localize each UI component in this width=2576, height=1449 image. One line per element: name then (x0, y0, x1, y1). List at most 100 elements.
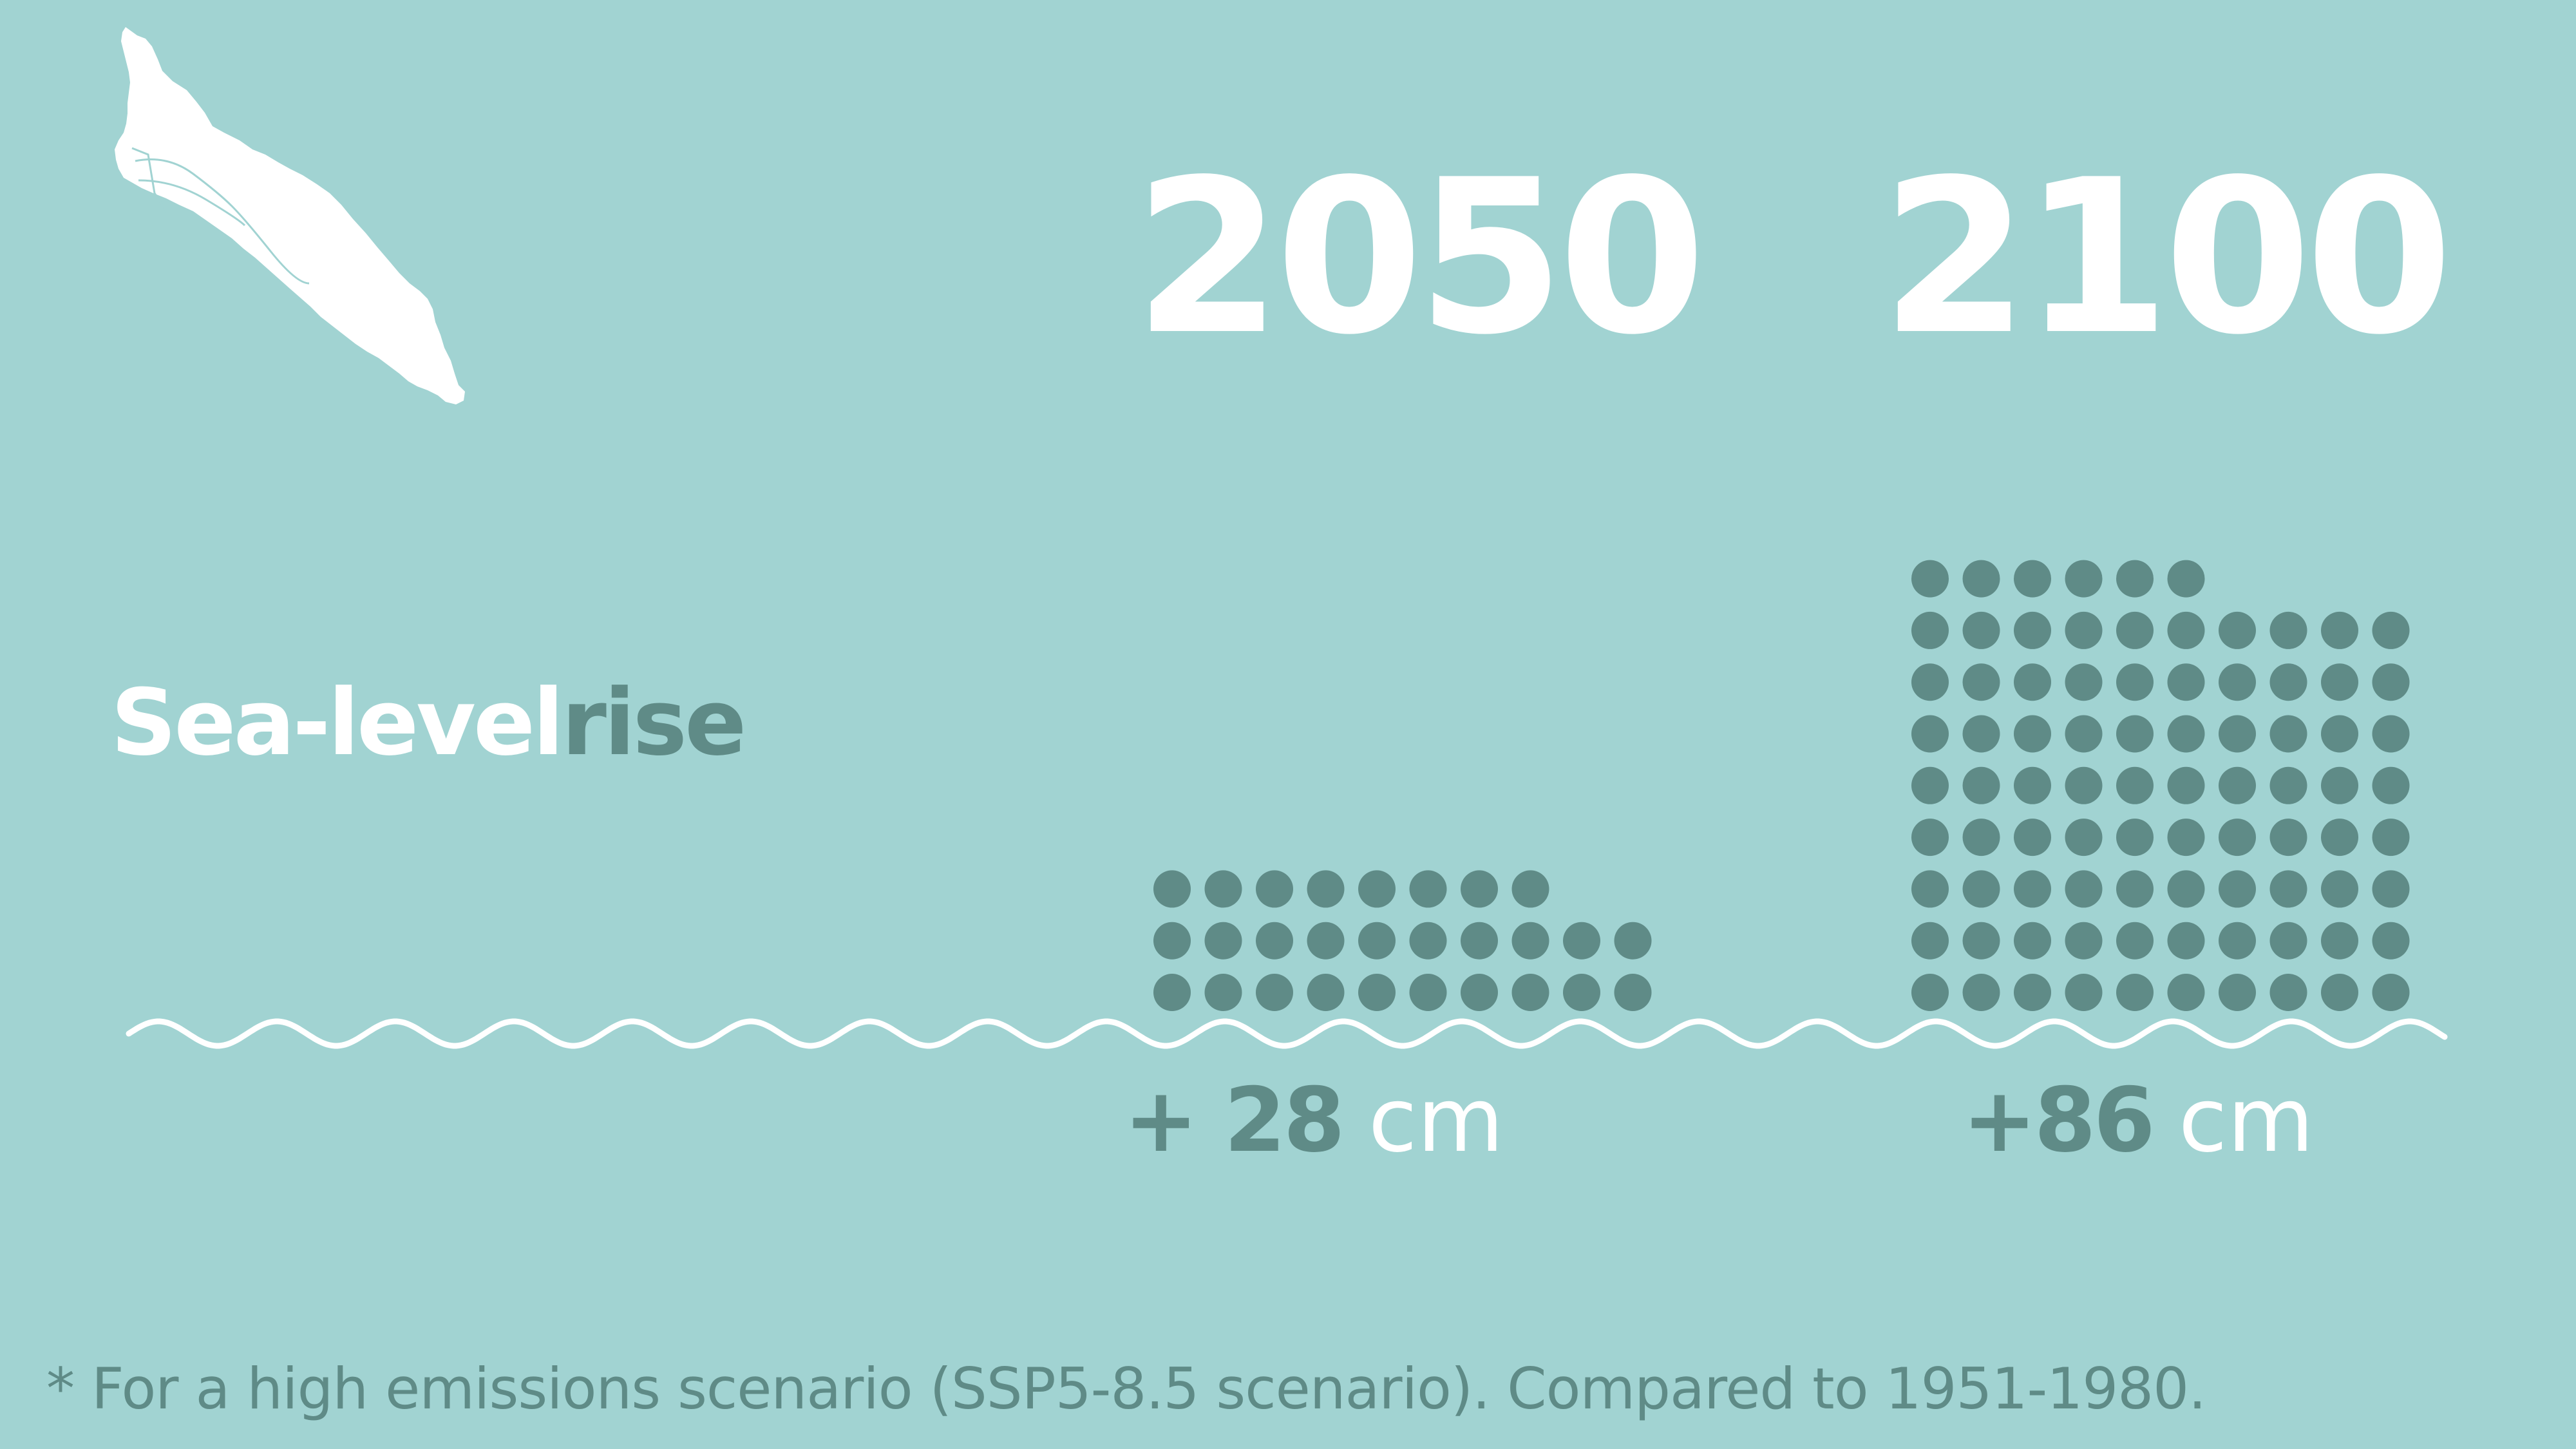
footnote: * For a high emissions scenario (SSP5-8.… (46, 1356, 2206, 1422)
dot-2100 (2014, 611, 2051, 649)
value-label-2100: +86 cm (1932, 1069, 2344, 1172)
dot-2100 (2065, 974, 2103, 1011)
dot-2100 (2065, 819, 2103, 857)
dot-2100 (1911, 922, 1949, 960)
dot-2100 (2065, 560, 2103, 598)
dot-2100 (2116, 819, 2154, 857)
dot-2100 (2372, 922, 2410, 960)
dot-2100 (2065, 663, 2103, 701)
dot-2100 (2321, 870, 2358, 908)
dot-2050 (1511, 922, 1549, 960)
dot-2100 (2116, 715, 2154, 753)
dot-2100 (1962, 819, 2000, 857)
dot-2050 (1153, 870, 1191, 908)
dot-2100 (2219, 922, 2256, 960)
dot-2100 (2219, 974, 2256, 1011)
dot-2050 (1511, 870, 1549, 908)
dot-2100 (2219, 766, 2256, 804)
dot-2100 (2116, 974, 2154, 1011)
dot-2050 (1256, 922, 1293, 960)
dot-2100 (2219, 870, 2256, 908)
dot-2100 (2321, 974, 2358, 1011)
dot-bars (1153, 560, 2410, 1011)
dot-2100 (2269, 611, 2307, 649)
dot-2100 (2269, 819, 2307, 857)
dot-2050 (1256, 870, 1293, 908)
dot-2100 (2269, 870, 2307, 908)
dot-2050 (1153, 922, 1191, 960)
dot-2100 (2116, 560, 2154, 598)
dot-2100 (2116, 766, 2154, 804)
dot-2100 (2167, 974, 2205, 1011)
dot-2100 (2372, 974, 2410, 1011)
value-unit: cm (2178, 1068, 2314, 1172)
dot-2050 (1409, 870, 1447, 908)
dot-2100 (2065, 611, 2103, 649)
dot-2100 (2065, 870, 2103, 908)
dot-2100 (1962, 922, 2000, 960)
dot-2100 (2219, 611, 2256, 649)
dot-2050 (1461, 870, 1498, 908)
dot-2100 (1911, 974, 1949, 1011)
dot-2100 (2014, 663, 2051, 701)
dot-2100 (2372, 663, 2410, 701)
dot-2100 (1911, 663, 1949, 701)
dot-2050 (1358, 870, 1396, 908)
dot-2100 (1911, 870, 1949, 908)
dot-2050 (1358, 922, 1396, 960)
dot-2100 (2167, 766, 2205, 804)
dot-2100 (1962, 766, 2000, 804)
dot-2100 (2372, 766, 2410, 804)
dot-2100 (2219, 663, 2256, 701)
dot-2100 (2269, 663, 2307, 701)
dot-2100 (2372, 819, 2410, 857)
dot-2100 (1962, 715, 2000, 753)
value-number: +86 (1962, 1068, 2155, 1172)
dot-2100 (2014, 560, 2051, 598)
dot-2100 (2116, 611, 2154, 649)
dot-2050 (1563, 922, 1600, 960)
dot-2050 (1307, 974, 1345, 1011)
dot-2100 (1962, 870, 2000, 908)
dot-2100 (2014, 819, 2051, 857)
dot-2050 (1204, 870, 1242, 908)
dot-2100 (1911, 766, 1949, 804)
year-label-2050: 2050 (1133, 134, 1706, 381)
dot-2050 (1614, 974, 1652, 1011)
value-label-2050: + 28 cm (1095, 1069, 1533, 1172)
dot-2100 (2014, 715, 2051, 753)
dot-2050 (1153, 974, 1191, 1011)
dot-2100 (2372, 611, 2410, 649)
dot-2100 (2116, 663, 2154, 701)
dot-2100 (2167, 922, 2205, 960)
value-number: + 28 (1123, 1068, 1345, 1172)
dot-2100 (2065, 766, 2103, 804)
dot-2050 (1409, 922, 1447, 960)
dot-2100 (2014, 922, 2051, 960)
dot-2050 (1307, 922, 1345, 960)
dot-2100 (2065, 715, 2103, 753)
dot-2100 (2167, 819, 2205, 857)
dot-2100 (1911, 819, 1949, 857)
dot-2100 (2065, 922, 2103, 960)
dot-2100 (2321, 766, 2358, 804)
dot-2100 (2167, 663, 2205, 701)
dot-2100 (1911, 611, 1949, 649)
title-dark-text: rise (561, 670, 747, 776)
dot-2100 (2167, 870, 2205, 908)
dot-2100 (2116, 922, 2154, 960)
dot-2100 (2167, 611, 2205, 649)
dot-2100 (2014, 974, 2051, 1011)
dot-2100 (1962, 611, 2000, 649)
island-map-icon (115, 27, 465, 404)
dot-2100 (2321, 715, 2358, 753)
dot-2100 (2269, 974, 2307, 1011)
dot-2050 (1461, 974, 1498, 1011)
wave-line-icon (126, 1018, 2448, 1049)
dot-2050 (1256, 974, 1293, 1011)
dot-2100 (2269, 922, 2307, 960)
dot-2050 (1307, 870, 1345, 908)
dot-2100 (2116, 870, 2154, 908)
dot-2100 (1962, 974, 2000, 1011)
